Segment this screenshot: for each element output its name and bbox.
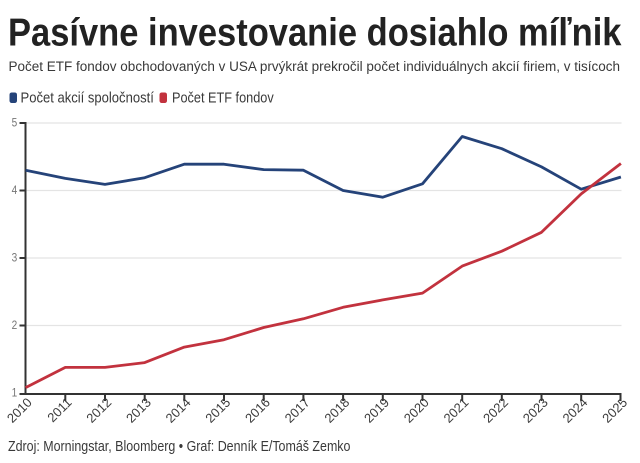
svg-text:Počet ETF fondov obchodovaných: Počet ETF fondov obchodovaných v USA prv… (9, 59, 621, 74)
svg-text:3: 3 (12, 252, 18, 265)
svg-text:2: 2 (12, 319, 18, 332)
svg-text:Pasívne investovanie dosiahlo: Pasívne investovanie dosiahlo míľnik (8, 11, 622, 54)
svg-text:5: 5 (12, 117, 18, 130)
svg-text:Zdroj: Morningstar, Bloomberg: Zdroj: Morningstar, Bloomberg • Graf: De… (8, 438, 350, 454)
svg-text:Počet ETF fondov: Počet ETF fondov (172, 90, 274, 106)
svg-text:Počet akcií spoločností: Počet akcií spoločností (21, 90, 155, 106)
svg-text:1: 1 (12, 387, 18, 400)
svg-text:4: 4 (12, 184, 18, 197)
